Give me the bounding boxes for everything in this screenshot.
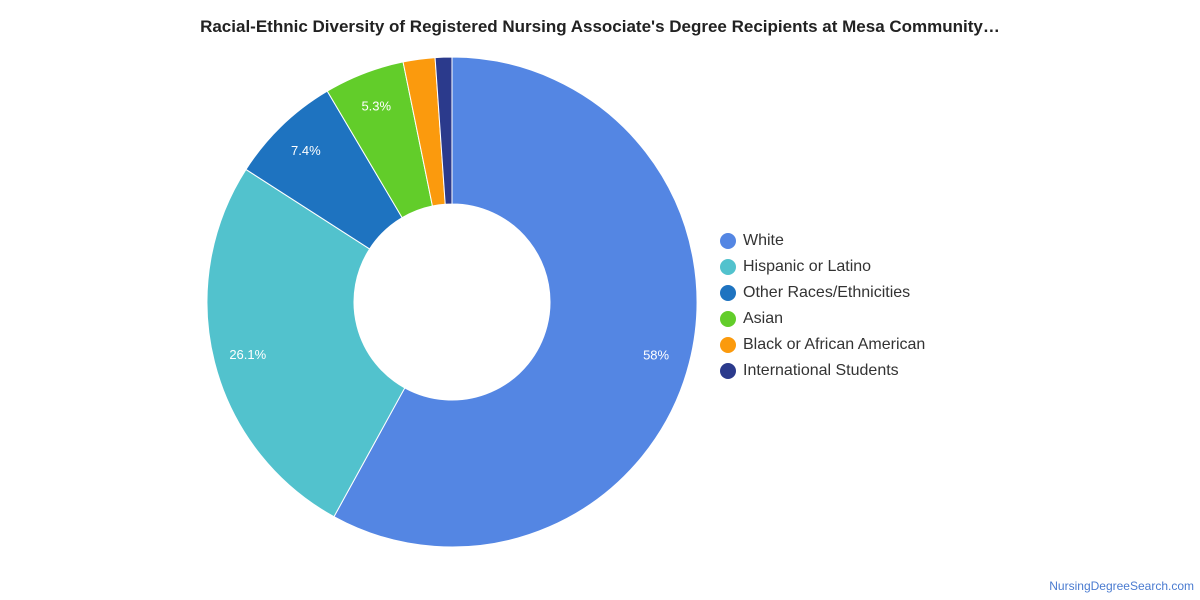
legend-label: Other Races/Ethnicities: [743, 284, 911, 301]
legend-swatch: [720, 259, 736, 275]
slice-white[interactable]: [333, 56, 698, 548]
slice-labels: 58% 26.1% 7.4% 5.3%: [229, 98, 669, 362]
legend-label: Black or African American: [743, 336, 926, 353]
legend-swatch: [720, 337, 736, 353]
legend-swatch: [720, 233, 736, 249]
legend-item[interactable]: Other Races/Ethnicities: [720, 280, 925, 306]
legend-item[interactable]: International Students: [720, 358, 925, 384]
slice-value-label: 26.1%: [229, 347, 266, 362]
legend-swatch: [720, 363, 736, 379]
slice-international-students[interactable]: [434, 56, 453, 205]
legend-swatch: [720, 311, 736, 327]
chart-title: Racial-Ethnic Diversity of Registered Nu…: [200, 17, 1000, 36]
legend-item[interactable]: Black or African American: [720, 332, 925, 358]
slice-value-label: 5.3%: [361, 98, 391, 113]
legend-item[interactable]: White: [720, 228, 925, 254]
legend-label: White: [743, 232, 784, 249]
legend-label: International Students: [743, 362, 899, 379]
source-link[interactable]: NursingDegreeSearch.com: [1049, 579, 1194, 593]
legend-item[interactable]: Hispanic or Latino: [720, 254, 925, 280]
slices: [206, 56, 698, 548]
slice-value-label: 58%: [643, 347, 669, 362]
legend-label: Asian: [743, 310, 784, 327]
legend-label: Hispanic or Latino: [743, 258, 872, 275]
legend-item[interactable]: Asian: [720, 306, 925, 332]
slice-hispanic-or-latino[interactable]: [206, 168, 406, 518]
legend: White Hispanic or Latino Other Races/Ethni…: [720, 228, 925, 384]
legend-swatch: [720, 285, 736, 301]
slice-value-label: 7.4%: [291, 143, 321, 158]
